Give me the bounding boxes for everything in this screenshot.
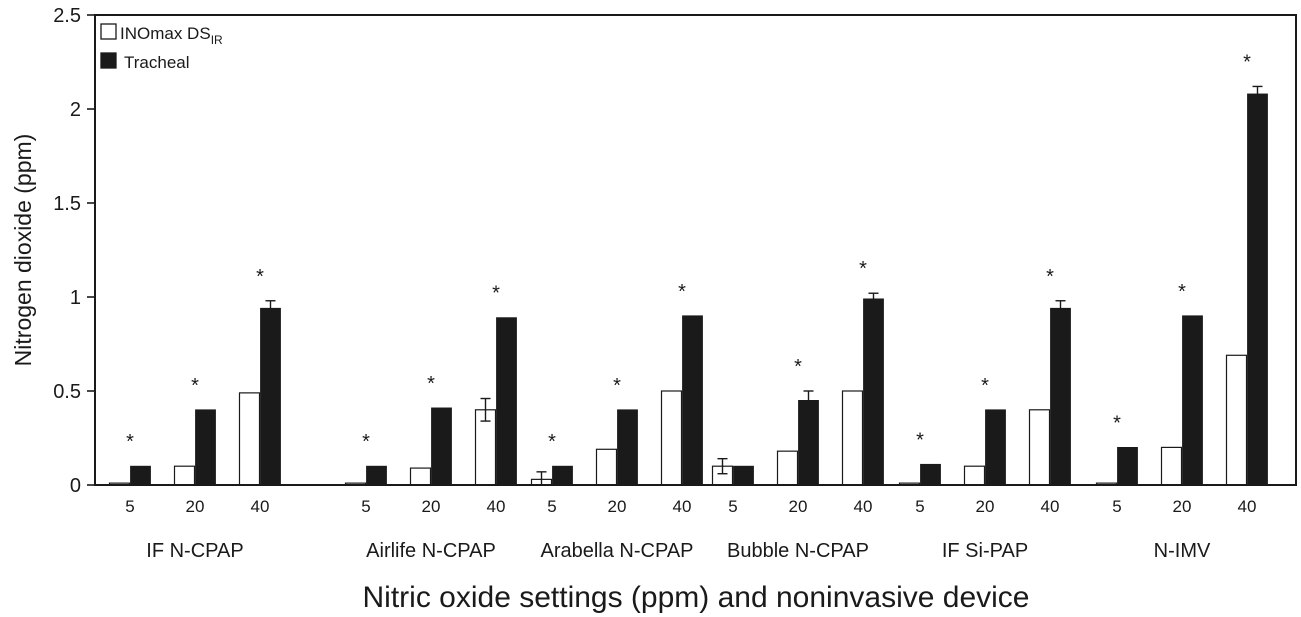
significance-marker: * (427, 373, 435, 395)
bar-tracheal (985, 409, 1006, 486)
setting-tick-label: 5 (728, 497, 737, 516)
setting-tick-label: 20 (976, 497, 995, 516)
setting-tick-label: 20 (186, 497, 205, 516)
setting-tick-label: 40 (1041, 497, 1060, 516)
significance-marker: * (548, 431, 556, 453)
legend-label-tracheal: Tracheal (124, 53, 190, 72)
significance-marker: * (1113, 412, 1121, 434)
bar-inomax (1225, 354, 1248, 486)
bar-inomax (409, 467, 432, 486)
plot-frame (94, 14, 1297, 486)
significance-marker: * (492, 283, 500, 305)
bar-inomax (595, 448, 618, 486)
bar-tracheal (1247, 93, 1268, 486)
legend-swatch-inomax (100, 23, 117, 40)
significance-marker: * (981, 375, 989, 397)
legend-label-inomax-main: INOmax DS (120, 24, 211, 43)
device-label: Bubble N-CPAP (727, 540, 869, 562)
setting-tick-label: 5 (547, 497, 556, 516)
setting-tick-label: 20 (789, 497, 808, 516)
significance-marker: * (256, 266, 264, 288)
setting-tick-label: 40 (854, 497, 873, 516)
significance-marker: * (362, 431, 370, 453)
setting-tick-label: 5 (361, 497, 370, 516)
device-label: Airlife N-CPAP (366, 540, 496, 562)
significance-marker: * (1243, 51, 1251, 73)
setting-tick-label: 40 (251, 497, 270, 516)
bar-tracheal (920, 463, 941, 486)
y-tick-label: 0 (70, 475, 81, 497)
y-tick-label: 2 (70, 99, 81, 121)
setting-tick-label: 20 (422, 497, 441, 516)
significance-marker: * (126, 431, 134, 453)
significance-marker: * (191, 375, 199, 397)
bar-inomax (963, 465, 986, 486)
bar-tracheal (260, 307, 281, 486)
significance-marker: * (859, 258, 867, 280)
significance-marker: * (794, 356, 802, 378)
legend-label-inomax: INOmax DSIR (120, 24, 223, 47)
bar-tracheal (617, 409, 638, 486)
setting-tick-label: 5 (915, 497, 924, 516)
bar-tracheal (1182, 315, 1203, 486)
bar-tracheal (552, 465, 573, 486)
legend-swatch-tracheal (100, 52, 117, 69)
bar-tracheal (431, 407, 452, 486)
bar-tracheal (130, 465, 151, 486)
device-label: IF N-CPAP (146, 540, 243, 562)
device-label: Arabella N-CPAP (540, 540, 693, 562)
legend: INOmax DSIR Tracheal (100, 23, 223, 72)
significance-marker: * (916, 429, 924, 451)
y-tick-label: 2.5 (53, 5, 81, 27)
setting-tick-label: 40 (1238, 497, 1257, 516)
bar-tracheal (733, 465, 754, 486)
significance-marker: * (678, 281, 686, 303)
bar-tracheal (682, 315, 703, 486)
x-axis: IF N-CPAP 5 20 40 Airlife N-CPAP 5 20 40 Arabell… (125, 497, 1256, 562)
bar-tracheal (863, 298, 884, 486)
y-axis-title: Nitrogen dioxide (ppm) (10, 134, 36, 367)
x-axis-title: Nitric oxide settings (ppm) and noninvas… (363, 581, 1030, 614)
device-label: N-IMV (1154, 540, 1211, 562)
chart-marks: * * * * * * * * * * * * * * * * * (108, 51, 1268, 486)
significance-marker: * (1178, 281, 1186, 303)
y-axis: 0 0.5 1 1.5 2 2.5 (53, 5, 95, 497)
bar-tracheal (366, 465, 387, 486)
bar-inomax (660, 390, 683, 486)
y-tick-label: 0.5 (53, 381, 81, 403)
bar-inomax (841, 390, 864, 486)
bar-tracheal (195, 409, 216, 486)
y-tick-label: 1 (70, 287, 81, 309)
bar-tracheal (1050, 307, 1071, 486)
setting-tick-label: 20 (608, 497, 627, 516)
bar-tracheal (798, 399, 819, 486)
setting-tick-label: 40 (673, 497, 692, 516)
device-label: IF Si-PAP (942, 540, 1028, 562)
bar-tracheal (496, 317, 517, 486)
y-tick-label: 1.5 (53, 193, 81, 215)
significance-marker: * (1046, 266, 1054, 288)
bar-inomax (1028, 409, 1051, 486)
legend-label-inomax-subscript: IR (211, 33, 223, 47)
setting-tick-label: 40 (487, 497, 506, 516)
bar-inomax (776, 450, 799, 486)
setting-tick-label: 5 (1112, 497, 1121, 516)
bar-inomax (238, 392, 261, 486)
setting-tick-label: 5 (125, 497, 134, 516)
bar-inomax (173, 465, 196, 486)
bar-inomax (1160, 446, 1183, 486)
setting-tick-label: 20 (1173, 497, 1192, 516)
bar-tracheal (1117, 446, 1138, 486)
significance-marker: * (613, 375, 621, 397)
